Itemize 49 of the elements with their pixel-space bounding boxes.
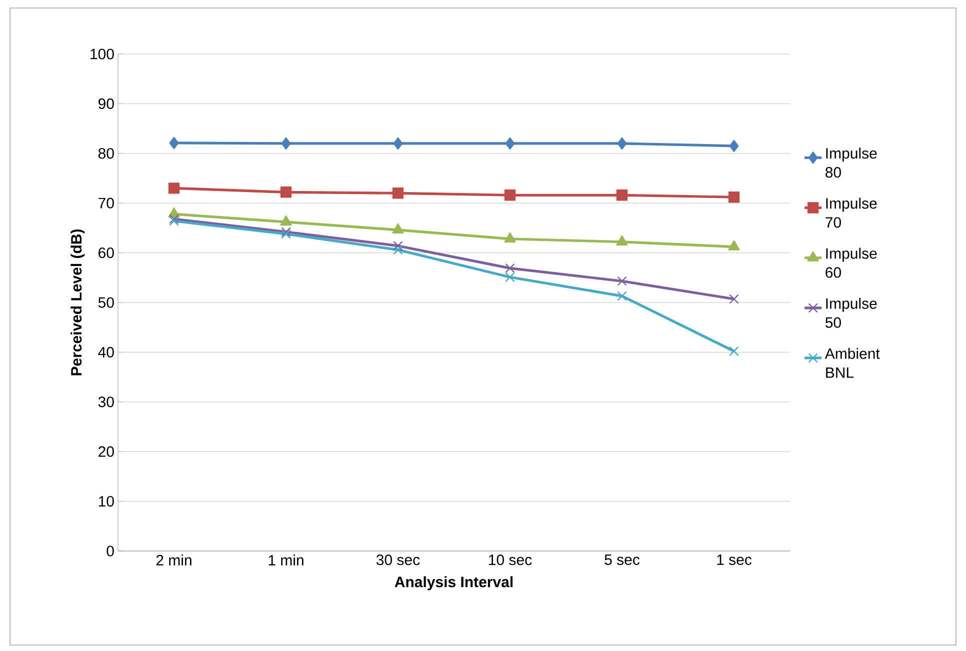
point [505, 272, 515, 282]
point [392, 223, 404, 234]
point [393, 137, 403, 150]
legend-label: Impulse 70 [826, 198, 877, 228]
point [617, 137, 627, 150]
point [617, 291, 627, 301]
x-tick-label: 10 sec [489, 554, 532, 566]
y-tick-label: 40 [98, 346, 114, 358]
point [168, 182, 180, 194]
y-tick-label: 60 [98, 247, 114, 258]
point [729, 346, 739, 356]
point [617, 276, 627, 286]
point [616, 190, 628, 201]
point [505, 137, 515, 150]
legend-label: Impulse 60 [826, 248, 877, 278]
legend-label: Impulse 80 [826, 148, 877, 178]
x-tick-label: 30 sec [376, 554, 420, 566]
x-tick-label: 2 min [156, 554, 192, 566]
legend-label: Impulse 50 [825, 298, 877, 328]
point [504, 232, 516, 242]
y-tick-label: 20 [98, 446, 114, 457]
y-tick-label: 50 [98, 297, 114, 308]
y-axis-title: Perceived Level (dB) [70, 229, 85, 376]
x-tick-label: 5 sec [604, 554, 640, 565]
y-tick-label: 10 [98, 496, 114, 507]
point [393, 241, 403, 251]
y-tick-label: 0 [106, 546, 114, 556]
y-tick-label: 80 [98, 148, 114, 159]
legend-label: Ambient BNL [824, 348, 880, 378]
point [392, 188, 404, 199]
point [280, 186, 292, 198]
y-tick-label: 30 [98, 396, 114, 408]
point [505, 263, 515, 274]
point [729, 294, 739, 304]
y-tick-label: 90 [98, 98, 114, 109]
x-tick-label: 1 min [268, 554, 304, 566]
point [280, 215, 292, 226]
point [728, 240, 740, 250]
x-tick-label: 1 sec [717, 554, 752, 565]
point [728, 192, 740, 203]
point [393, 244, 403, 255]
point [281, 137, 291, 150]
x-axis-title: Analysis Interval [394, 576, 513, 590]
point [169, 136, 179, 150]
point [616, 235, 628, 246]
y-tick-label: 100 [90, 48, 114, 60]
point [504, 190, 516, 201]
y-tick-label: 70 [98, 198, 114, 208]
point [729, 140, 739, 152]
